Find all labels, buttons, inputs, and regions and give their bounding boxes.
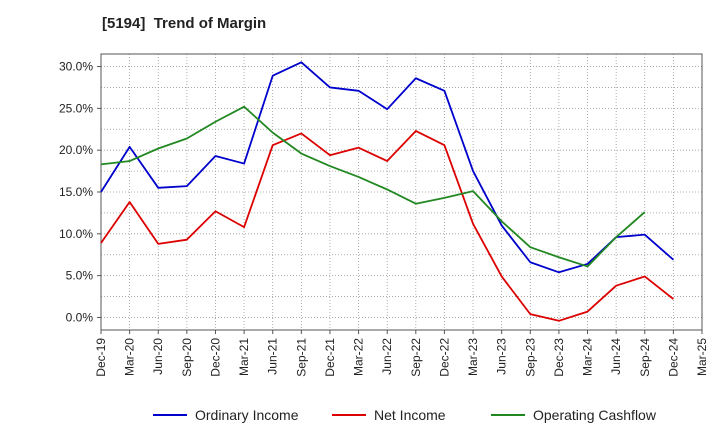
x-tick-label: Dec-24 (666, 338, 680, 377)
x-tick-label: Sep-20 (180, 338, 194, 377)
series-line-ordinary-income (100, 61, 674, 274)
legend-label-operating-cashflow: Operating Cashflow (533, 407, 657, 423)
y-tick-label: 15.0% (59, 185, 93, 199)
series-line-net-income (100, 130, 674, 322)
x-tick-label: Sep-23 (523, 338, 537, 377)
x-tick-label: Mar-20 (123, 338, 137, 376)
series-line-operating-cashflow (100, 105, 646, 268)
x-tick-label: Dec-19 (94, 338, 108, 377)
x-tick-label: Sep-22 (409, 338, 423, 377)
x-tick-label: Mar-23 (466, 338, 480, 376)
x-tick-label: Jun-24 (609, 338, 623, 375)
chart-title: [5194] Trend of Margin (102, 15, 267, 32)
y-tick-label: 20.0% (59, 143, 93, 157)
legend-label-ordinary-income: Ordinary Income (195, 407, 299, 423)
y-axis: 0.0% 5.0% 10.0% 15.0% 20.0% 25.0% 30.0% (59, 60, 101, 324)
y-tick-label: 0.0% (66, 310, 94, 324)
legend: Ordinary Income Net Income Operating Cashf… (153, 407, 657, 423)
x-tick-label: Sep-24 (638, 338, 652, 377)
x-tick-label: Dec-23 (552, 338, 566, 377)
y-tick-label: 5.0% (66, 269, 94, 283)
x-tick-label: Mar-22 (352, 338, 366, 376)
x-axis: Dec-19 Mar-20 Jun-20 Sep-20 Dec-20 Mar-21 Jun-… (94, 330, 709, 377)
legend-label-net-income: Net Income (374, 407, 446, 423)
y-tick-label: 25.0% (59, 101, 93, 115)
x-tick-label: Sep-21 (294, 338, 308, 377)
x-tick-label: Jun-21 (266, 338, 280, 375)
x-tick-label: Jun-20 (151, 338, 165, 375)
series-lines (100, 61, 674, 322)
x-tick-label: Dec-20 (208, 338, 222, 377)
x-tick-label: Mar-25 (695, 338, 709, 376)
y-tick-label: 10.0% (59, 227, 93, 241)
x-tick-label: Mar-21 (237, 338, 251, 376)
x-tick-label: Jun-23 (495, 338, 509, 375)
grid-lines (100, 54, 703, 330)
y-tick-label: 30.0% (59, 60, 93, 74)
x-tick-label: Dec-22 (437, 338, 451, 377)
x-tick-label: Mar-24 (581, 338, 595, 376)
x-tick-label: Dec-21 (323, 338, 337, 377)
x-tick-label: Jun-22 (380, 338, 394, 375)
